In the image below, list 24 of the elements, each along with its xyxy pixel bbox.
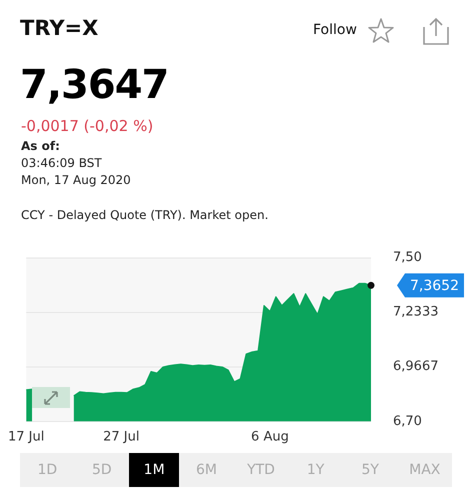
text: 5Y (360, 461, 380, 480)
text: 7,3647 (20, 62, 168, 108)
text: 6M (194, 461, 218, 480)
y-tick-label: 7,2333 (393, 304, 438, 320)
chart-title: TRY=X (20, 16, 98, 40)
text: 1M (129, 453, 180, 487)
y-tick-label: 7,50 (393, 250, 422, 266)
y-tick-label: 6,70 (393, 414, 422, 429)
text: -0,0017 (-0,02 %) (21, 117, 154, 135)
text: 5D (91, 461, 113, 480)
text: 1D (36, 461, 58, 480)
text: 03:46:09 BST (21, 156, 102, 170)
text: 7,3652 (410, 278, 459, 294)
x-tick-label: 27 Jul (103, 430, 140, 445)
text: Mon, 17 Aug 2020 (21, 173, 131, 187)
text: 1Y (306, 461, 326, 480)
chart-subtitle: CCY - Delayed Quote (TRY). Market open. (21, 208, 268, 222)
x-tick-label: 6 Aug (251, 430, 289, 445)
text: Follow (313, 22, 357, 38)
y-tick-label: 6,9667 (393, 359, 438, 374)
text: MAX (408, 461, 442, 480)
text: As of: (21, 139, 60, 153)
x-tick-label: 17 Jul (8, 430, 44, 445)
text: YTD (246, 461, 276, 480)
